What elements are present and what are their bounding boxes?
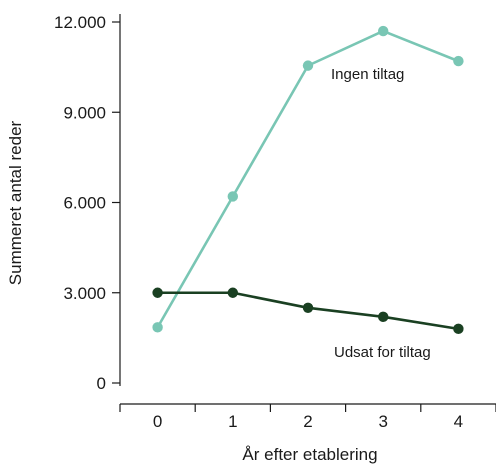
data-point — [302, 302, 314, 313]
x-tick-label: 4 — [454, 412, 463, 431]
y-axis-title: Summeret antal reder — [6, 120, 25, 285]
data-point — [227, 191, 238, 202]
series-line — [156, 29, 459, 328]
y-tick-label: 12.000 — [54, 13, 106, 32]
axes: 0 3.000 6.000 9.000 12.000 0 1 2 3 4 — [54, 13, 496, 431]
data-point — [227, 287, 238, 298]
y-tick-label: 6.000 — [63, 194, 106, 213]
x-axis-title: År efter etablering — [242, 445, 377, 464]
y-tick-label: 3.000 — [63, 284, 106, 303]
x-tick-label: 0 — [153, 412, 162, 431]
series-layer: Ingen tiltag Udsat for tiltag — [152, 25, 464, 361]
data-point — [378, 25, 389, 37]
x-tick-label: 2 — [303, 412, 312, 431]
data-point — [152, 322, 163, 333]
data-point — [453, 55, 464, 67]
y-tick-label: 9.000 — [63, 103, 106, 122]
data-point — [302, 60, 314, 71]
data-point — [453, 323, 464, 335]
series-label: Udsat for tiltag — [334, 344, 431, 361]
x-tick-label: 1 — [228, 412, 237, 431]
data-point — [152, 287, 163, 298]
series-label: Ingen tiltag — [331, 66, 404, 83]
y-tick-label: 0 — [97, 374, 106, 393]
x-tick-label: 3 — [378, 412, 387, 431]
data-point — [378, 311, 389, 323]
